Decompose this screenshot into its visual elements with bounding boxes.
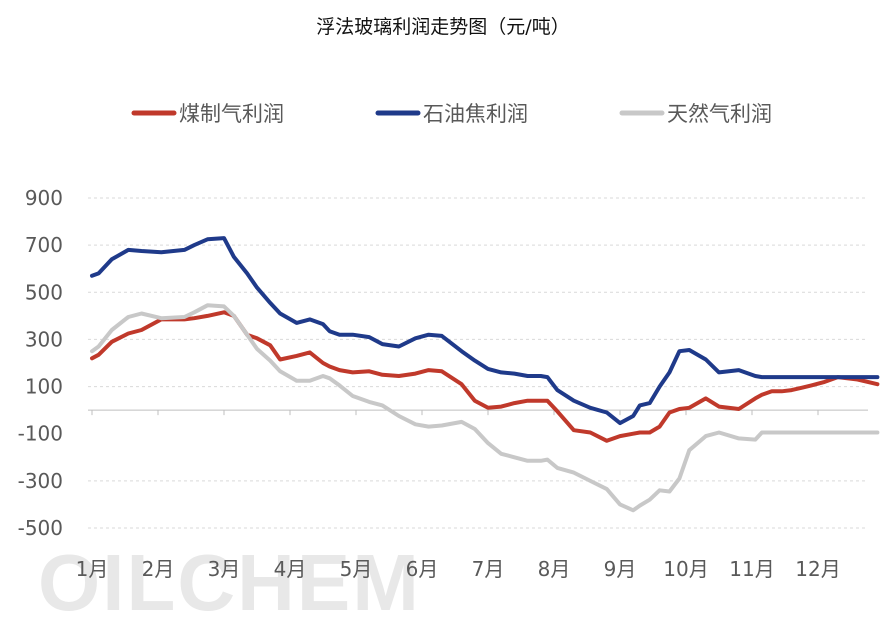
series-lines [90,236,880,513]
y-tick-label: -500 [18,516,63,540]
y-tick-label: -300 [18,469,63,493]
legend-label: 石油焦利润 [423,102,528,126]
legend-item-2: 石油焦利润 [375,102,528,126]
y-axis: 900 700 500 300 100 -100 -300 -500 [18,186,63,540]
x-tick-label: 2月 [142,557,175,581]
legend-item-1: 煤制气利润 [131,102,284,126]
x-tick-label: 6月 [406,557,439,581]
x-tick-label: 10月 [663,557,708,581]
x-tick-label: 3月 [208,557,241,581]
x-tick-label: 1月 [76,557,109,581]
y-tick-label: 900 [25,186,63,210]
legend-item-3: 天然气利润 [619,102,772,126]
y-tick-label: 300 [25,327,63,351]
y-tick-label: -100 [18,422,63,446]
x-tick-label: 5月 [340,557,373,581]
gridlines [88,197,868,529]
chart-title: 浮法玻璃利润走势图（元/吨） [316,16,570,38]
y-tick-label: 700 [25,233,63,257]
x-tick-label: 4月 [274,557,307,581]
legend: 煤制气利润 石油焦利润 天然气利润 [131,102,772,126]
x-tick-label: 12月 [795,557,840,581]
legend-label: 天然气利润 [667,102,772,126]
x-tick-label: 7月 [472,557,505,581]
x-tick-label: 11月 [729,557,774,581]
x-tick-label: 8月 [538,557,571,581]
series-line-3 [90,303,880,513]
y-tick-label: 100 [25,375,63,399]
x-tick-label: 9月 [604,557,637,581]
y-tick-label: 500 [25,280,63,304]
series-line-2 [90,236,880,426]
watermark-logo: OILCHEM [38,538,421,625]
legend-label: 煤制气利润 [179,102,284,126]
